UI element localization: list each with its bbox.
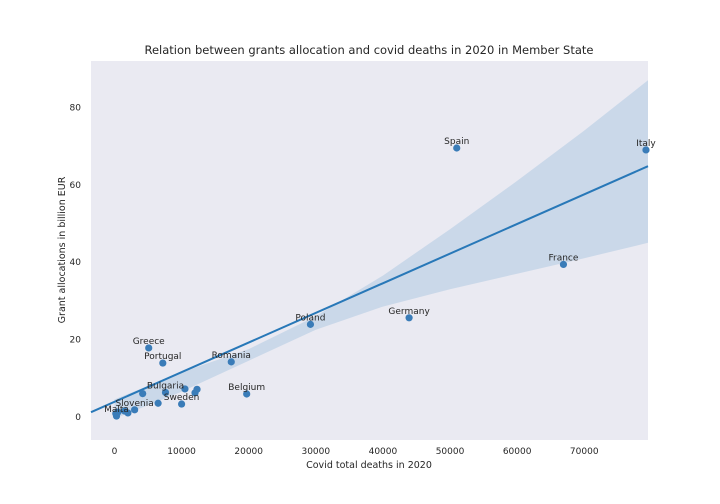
x-tick-label: 50000 — [436, 447, 465, 457]
data-point — [453, 144, 461, 152]
point-label: Malta — [104, 405, 129, 415]
chart-title: Relation between grants allocation and c… — [145, 43, 594, 57]
y-axis-label: Grant allocations in billion EUR — [57, 176, 68, 323]
x-axis-ticks: 0 10000 20000 30000 40000 50000 60000 70000 — [112, 447, 599, 457]
x-tick-label: 70000 — [570, 447, 599, 457]
y-tick-label: 60 — [70, 181, 82, 191]
x-tick-label: 60000 — [503, 447, 532, 457]
data-point — [131, 406, 139, 414]
point-label: Sweden — [164, 393, 200, 403]
y-axis-ticks: 0 20 40 60 80 — [70, 103, 82, 422]
data-point — [243, 390, 251, 398]
point-label: Romania — [212, 351, 251, 361]
data-point — [154, 399, 162, 407]
data-point — [159, 359, 167, 367]
x-tick-label: 10000 — [167, 447, 196, 457]
y-tick-label: 40 — [70, 258, 82, 268]
point-labels-layer: Spain Italy France Germany Poland Greece Portu… — [104, 137, 656, 415]
confidence-band-layer — [114, 80, 648, 419]
regression-line-layer — [90, 165, 649, 414]
regression-line — [90, 165, 649, 414]
points-layer — [112, 144, 650, 420]
point-label: Greece — [133, 337, 165, 347]
data-point — [405, 314, 413, 322]
x-tick-label: 30000 — [301, 447, 330, 457]
data-point — [161, 388, 170, 397]
point-label: Portugal — [144, 352, 181, 362]
point-label: Slovenia — [115, 399, 153, 409]
data-point — [559, 260, 568, 269]
y-tick-label: 20 — [70, 335, 82, 345]
point-label: Poland — [295, 313, 325, 323]
x-tick-label: 40000 — [369, 447, 398, 457]
x-tick-label: 20000 — [234, 447, 263, 457]
point-label: France — [548, 253, 578, 263]
data-point — [181, 385, 189, 393]
data-point — [177, 400, 186, 408]
data-point — [642, 146, 650, 154]
point-label: Belgium — [228, 383, 265, 393]
data-point — [227, 358, 235, 366]
point-label: Bulgaria — [147, 381, 184, 391]
confidence-band — [114, 80, 648, 419]
y-tick-label: 80 — [70, 103, 82, 113]
data-point — [191, 389, 199, 397]
x-axis-label: Covid total deaths in 2020 — [306, 460, 432, 471]
y-tick-label: 0 — [75, 413, 81, 423]
data-point — [145, 344, 153, 352]
data-point — [139, 389, 147, 398]
data-point — [112, 410, 120, 418]
x-tick-label: 0 — [112, 447, 118, 457]
data-point — [120, 407, 129, 415]
point-label: Spain — [444, 137, 469, 147]
data-point — [306, 320, 315, 328]
point-label: Italy — [636, 139, 656, 149]
point-label: Germany — [388, 307, 430, 317]
